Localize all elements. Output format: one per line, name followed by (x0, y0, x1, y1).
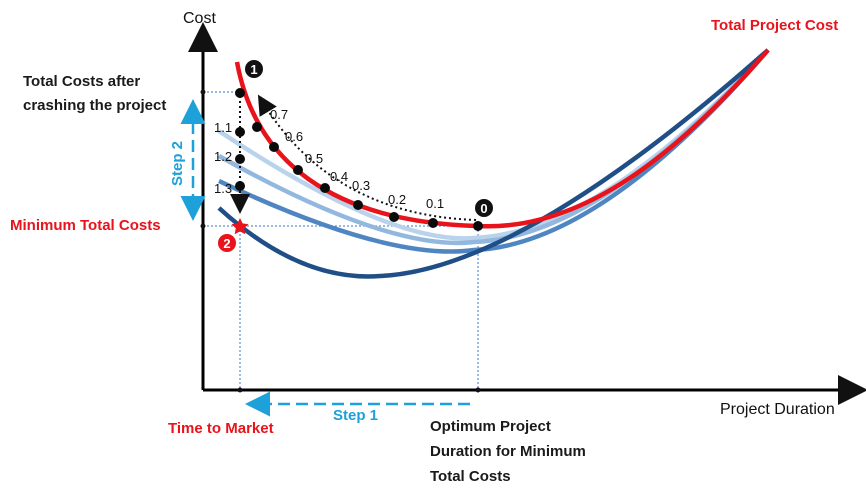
optimum-label-line3: Total Costs (430, 468, 511, 485)
point-0.2 (389, 212, 399, 222)
point-1.1 (235, 127, 245, 137)
red-curve-points (235, 88, 483, 231)
svg-text:2: 2 (223, 236, 230, 251)
tick-dot-x-time (237, 387, 243, 393)
point-1.3 (235, 181, 245, 191)
value-label-0.1: 0.1 (426, 196, 444, 211)
point-0.6 (269, 142, 279, 152)
point-0.4 (320, 183, 330, 193)
total-costs-after-line2: crashing the project (23, 97, 166, 114)
point-0.3 (353, 200, 363, 210)
point-1.2 (235, 154, 245, 164)
time-to-market-label: Time to Market (168, 420, 274, 437)
value-label-1.1: 1.1 (214, 120, 232, 135)
marker-0: 0 (475, 199, 493, 217)
marker-1: 1 (245, 60, 263, 78)
x-axis-label: Project Duration (720, 401, 835, 418)
tick-dot-y-top (200, 89, 206, 95)
value-label-0.4: 0.4 (330, 169, 348, 184)
step2-label: Step 2 (169, 141, 186, 186)
tick-dot-y-min (200, 223, 206, 229)
minimum-total-costs-label: Minimum Total Costs (10, 217, 161, 234)
point-optimum (473, 221, 483, 231)
y-axis-label: Cost (183, 10, 216, 27)
curve-dark (217, 48, 770, 279)
tick-dot-x-optimum (475, 387, 481, 393)
svg-text:0: 0 (480, 201, 487, 216)
total-project-cost-label: Total Project Cost (711, 17, 838, 34)
value-label-0.2: 0.2 (388, 192, 406, 207)
value-label-1.2: 1.2 (214, 149, 232, 164)
point-0.7 (252, 122, 262, 132)
optimum-label-line2: Duration for Minimum (430, 443, 586, 460)
value-label-0.3: 0.3 (352, 178, 370, 193)
value-label-0.5: 0.5 (305, 151, 323, 166)
svg-text:1: 1 (250, 62, 257, 77)
crash-path-arrow (257, 94, 477, 221)
star-icon (231, 218, 249, 235)
point-top-crash (235, 88, 245, 98)
curve-mid2 (218, 48, 770, 254)
curve-mid1 (217, 48, 770, 246)
curve-light (217, 48, 770, 241)
value-label-1.3: 1.3 (214, 181, 232, 196)
point-0.5 (293, 165, 303, 175)
step1-label: Step 1 (333, 407, 378, 424)
marker-2: 2 (218, 234, 236, 252)
optimum-label-line1: Optimum Project (430, 418, 551, 435)
curve-total-project-cost (234, 48, 770, 229)
point-0.1 (428, 218, 438, 228)
value-label-0.7: 0.7 (270, 107, 288, 122)
value-label-0.6: 0.6 (285, 129, 303, 144)
total-costs-after-line1: Total Costs after (23, 73, 140, 90)
